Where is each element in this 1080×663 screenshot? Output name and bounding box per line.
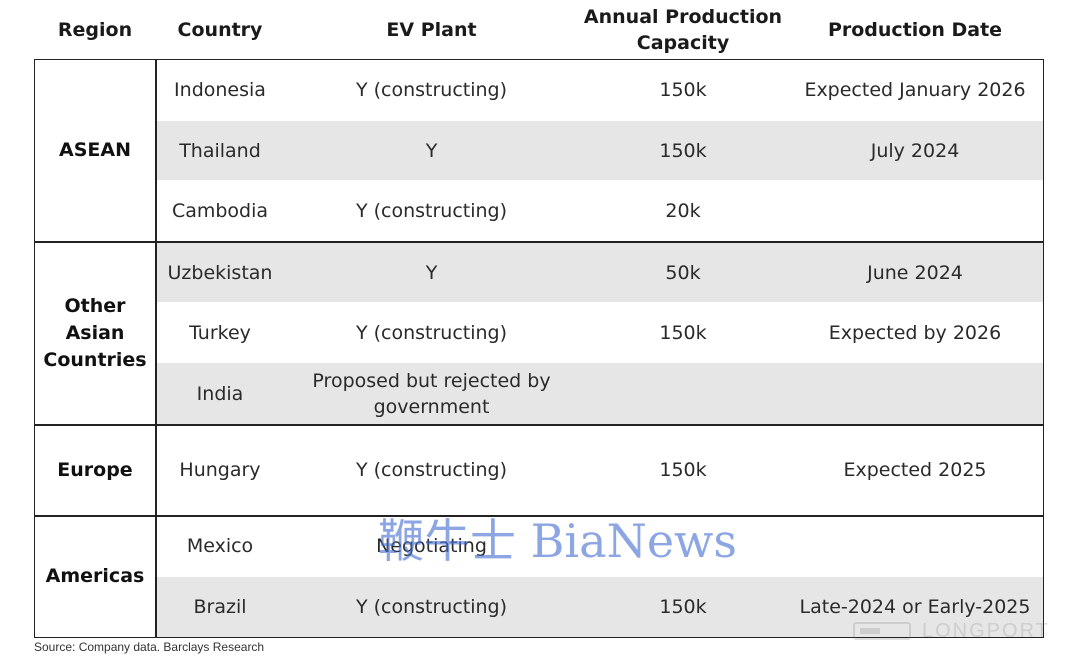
header-capacity-line2: Capacity [636,32,730,54]
region-divider [155,59,157,638]
cell-production-date [787,363,1043,424]
region-other-asian-line1: Other [64,294,126,317]
row-band-brazil [156,577,1043,637]
cell-country: Turkey [189,321,251,344]
cell-capacity: 150k [659,596,707,618]
header-country-label: Country [177,19,263,41]
cell-ev-plant-line2: government [373,395,490,418]
cell-capacity [579,363,787,424]
cell-country: Hungary [179,459,261,481]
region-americas: Americas [34,516,156,637]
cell-capacity: 50k [665,261,701,284]
cell-ev-plant-line1: Proposed but rejected by [312,369,551,392]
group-divider-3 [34,515,1044,517]
region-asean: ASEAN [34,60,156,241]
row-band-thailand [156,121,1043,180]
cell-country: Brazil [193,596,247,618]
cell-ev-plant: Y (constructing) [355,199,508,222]
row-band-india [156,363,1043,424]
cell-production-date: Expected January 2026 [804,79,1026,101]
region-other-asian: Other Asian Countries [34,242,156,424]
cell-country: Indonesia [174,79,266,101]
header-capacity-line1: Annual Production [583,6,783,28]
cell-country: Uzbekistan [167,261,273,284]
cell-production-date: Expected 2025 [843,459,987,481]
cell-country: Thailand [179,139,261,162]
cell-country: Cambodia [171,199,269,222]
cell-ev-plant: Negotiating [376,535,487,557]
row-band-uzbekistan [156,243,1043,302]
cell-ev-plant: Y [425,139,438,162]
header-country: Country [156,0,284,60]
cell-production-date [787,180,1043,241]
longport-logo-icon [853,622,911,640]
region-other-asian-line2: Asian [65,321,125,344]
bianews-watermark: 鞭牛士 BiaNews [378,514,738,568]
cell-capacity: 20k [665,199,701,222]
cell-country: Mexico [186,535,254,557]
cell-production-date [787,516,1043,576]
header-region-label: Region [57,19,133,41]
region-europe-label: Europe [57,458,133,481]
cell-capacity: 150k [659,321,707,344]
header-capacity: Annual Production Capacity [579,0,787,60]
cell-ev-plant: Y [425,261,438,284]
cell-production-date: Expected by 2026 [828,321,1002,344]
header-ev-plant-label: EV Plant [386,19,477,41]
cell-ev-plant: Y (constructing) [355,79,508,101]
cell-capacity: 150k [659,459,707,481]
cell-production-date: July 2024 [870,139,960,162]
region-other-asian-line3: Countries [43,348,147,371]
cell-capacity: 150k [659,79,707,101]
region-europe: Europe [34,425,156,515]
header-production-date: Production Date [787,0,1043,60]
cell-ev-plant: Y (constructing) [355,459,508,481]
region-americas-label: Americas [45,565,145,587]
region-asean-label: ASEAN [59,139,131,161]
cell-country: India [196,382,244,405]
header-production-date-label: Production Date [827,19,1003,41]
header-ev-plant: EV Plant [284,0,579,60]
cell-production-date: June 2024 [867,261,963,284]
group-divider-2 [34,424,1044,426]
cell-capacity: 150k [659,139,707,162]
longport-watermark: LONGPORT [852,619,1050,643]
cell-ev-plant: Y (constructing) [355,596,508,618]
cell-production-date: Late-2024 or Early-2025 [799,596,1031,618]
cell-ev-plant: Y (constructing) [355,321,508,344]
source-note: Source: Company data. Barclays Research [34,640,265,654]
cell-ev-plant: Proposed but rejected by government [284,363,579,424]
longport-label: LONGPORT [922,619,1050,642]
table-frame [34,59,1044,638]
header-region: Region [34,0,156,60]
group-divider-1 [34,241,1044,243]
